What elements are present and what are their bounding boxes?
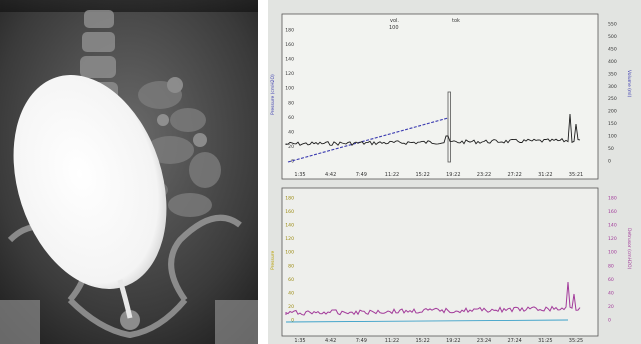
top-x-tick: 11:22 (385, 172, 399, 178)
femur-shape (0, 300, 258, 344)
bottom-right-tick: 160 (608, 209, 617, 215)
bottom-chart-frame (281, 187, 599, 337)
bottom-right-tick: 80 (608, 263, 614, 269)
top-x-tick: 7:49 (356, 172, 367, 178)
pressure-trace (285, 113, 581, 146)
top-right-tick: 200 (608, 109, 617, 115)
top-right-tick: 450 (608, 46, 617, 52)
top-left-tick: 100 (285, 86, 294, 92)
bottom-right-tick: 100 (608, 250, 617, 256)
bottom-left-tick: 40 (288, 290, 294, 296)
top-header-vol: vol. (390, 18, 399, 24)
top-left-tick: 20 (288, 144, 294, 150)
bottom-right-tick: 20 (608, 304, 614, 310)
top-right-tick: 250 (608, 96, 617, 102)
bottom-x-tick: 11:22 (385, 338, 399, 344)
top-right-tick: 550 (608, 22, 617, 28)
top-x-tick: 31:22 (538, 172, 552, 178)
top-right-tick: 150 (608, 121, 617, 127)
bottom-right-tick: 60 (608, 277, 614, 283)
tracing-sheet: vol. 100 tok Pressure (cmH2O) Volume (ml… (268, 0, 641, 344)
bottom-left-tick: 80 (288, 263, 294, 269)
urethra-shape (117, 279, 133, 319)
bottom-x-tick: 35:25 (569, 338, 583, 344)
bottom-right-tick: 0 (608, 318, 611, 324)
top-left-tick: 160 (285, 42, 294, 48)
baseline-trace (285, 319, 569, 323)
bottom-x-tick: 4:42 (325, 338, 336, 344)
top-right-tick: 400 (608, 59, 617, 65)
top-x-tick: 35:21 (569, 172, 583, 178)
top-right-tick: 500 (608, 34, 617, 40)
top-right-axis-label: Volume (ml) (626, 70, 632, 98)
bottom-left-tick: 60 (288, 277, 294, 283)
top-header-vol-value: 100 (389, 25, 399, 31)
voiding-cystourethrogram-xray (0, 0, 258, 344)
top-right-tick: 0 (608, 159, 611, 165)
bottom-x-tick: 23:24 (477, 338, 491, 344)
volume-trace (287, 117, 449, 163)
top-right-tick: 50 (608, 146, 614, 152)
bottom-x-tick: 31:25 (538, 338, 552, 344)
top-left-axis-label: Pressure (cmH2O) (270, 74, 276, 115)
bottom-x-tick: 15:22 (415, 338, 429, 344)
top-x-tick: 15:22 (415, 172, 429, 178)
bladder-shape (13, 75, 167, 289)
top-left-tick: 180 (285, 28, 294, 34)
top-left-tick: 120 (285, 71, 294, 77)
top-left-tick: 60 (288, 115, 294, 121)
top-x-tick: 1:35 (294, 172, 305, 178)
top-x-tick: 19:22 (446, 172, 460, 178)
top-left-tick: 40 (288, 129, 294, 135)
top-left-tick: 80 (288, 100, 294, 106)
bottom-left-tick: 160 (285, 209, 294, 215)
top-x-tick: 23:22 (477, 172, 491, 178)
top-right-tick: 350 (608, 71, 617, 77)
bottom-left-tick: 140 (285, 223, 294, 229)
detrusor-trace (285, 281, 581, 316)
top-left-tick: 0 (291, 159, 294, 165)
bottom-right-tick: 40 (608, 290, 614, 296)
top-chart-frame (281, 13, 599, 180)
top-x-tick: 27:22 (507, 172, 521, 178)
bottom-right-tick: 140 (608, 223, 617, 229)
bottom-right-axis-label: Detrusor (cmH2O) (626, 228, 632, 269)
bottom-x-tick: 7:49 (356, 338, 367, 344)
bottom-left-axis-label: Pressure (270, 251, 276, 270)
bottom-right-tick: 180 (608, 196, 617, 202)
top-header-tok: tok (452, 18, 460, 24)
bottom-left-tick: 0 (291, 318, 294, 324)
top-right-tick: 300 (608, 84, 617, 90)
urodynamic-tracing: vol. 100 tok Pressure (cmH2O) Volume (ml… (268, 0, 641, 344)
bottom-left-tick: 100 (285, 250, 294, 256)
xray-image (0, 0, 258, 344)
bottom-x-tick: 1:35 (294, 338, 305, 344)
top-right-tick: 100 (608, 134, 617, 140)
top-left-tick: 140 (285, 57, 294, 63)
bottom-left-tick: 120 (285, 236, 294, 242)
event-marker (447, 91, 451, 163)
top-x-tick: 4:42 (325, 172, 336, 178)
bottom-x-tick: 27:24 (507, 338, 521, 344)
bottom-left-tick: 20 (288, 304, 294, 310)
bottom-left-tick: 180 (285, 196, 294, 202)
bottom-x-tick: 19:22 (446, 338, 460, 344)
bottom-right-tick: 120 (608, 236, 617, 242)
